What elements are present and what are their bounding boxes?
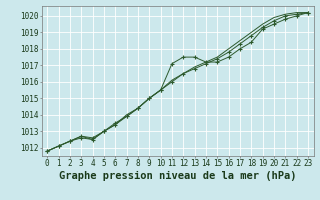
X-axis label: Graphe pression niveau de la mer (hPa): Graphe pression niveau de la mer (hPa) — [59, 171, 296, 181]
